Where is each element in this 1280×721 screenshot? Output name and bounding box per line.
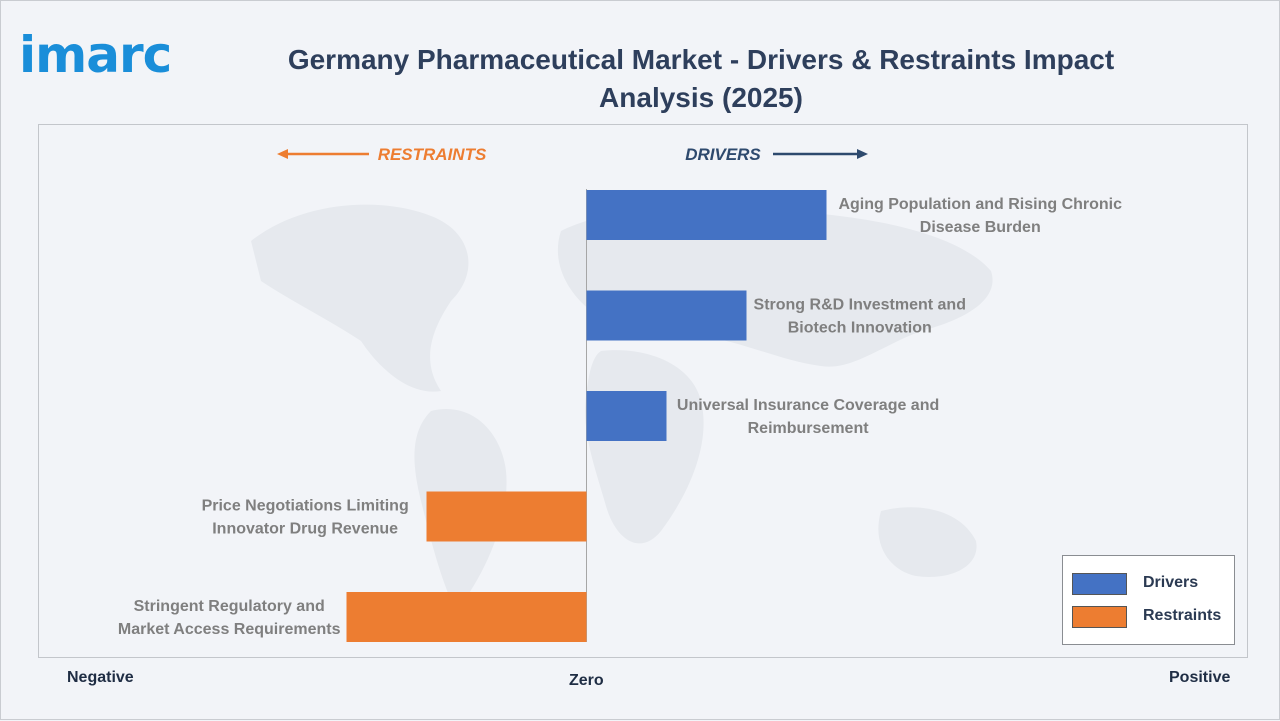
legend-swatch-drivers <box>1072 573 1127 595</box>
axis-negative-label: Negative <box>67 669 134 686</box>
bar-label-3-line-1: Universal Insurance Coverage and <box>677 397 939 414</box>
restraints-direction-label: RESTRAINTS <box>378 145 487 164</box>
drivers-direction-label: DRIVERS <box>685 145 761 164</box>
chart-title: Germany Pharmaceutical Market - Drivers … <box>287 44 1115 113</box>
drivers-direction-arrow <box>773 149 868 159</box>
bar-label-5-line-2: Market Access Requirements <box>118 621 341 638</box>
bar-label-4: Price Negotiations Limiting Innovator Dru… <box>202 498 409 538</box>
legend-label-drivers: Drivers <box>1143 574 1199 591</box>
bar-5-restraints <box>346 592 587 642</box>
bar-label-4-line-1: Price Negotiations Limiting <box>202 498 409 515</box>
legend-label-restraints: Restraints <box>1143 607 1222 624</box>
legend-swatch-restraints <box>1072 606 1127 628</box>
bar-1-drivers <box>586 190 827 240</box>
axis-positive-label: Positive <box>1169 669 1231 686</box>
bar-labels-group: Aging Population and Rising Chronic Disea… <box>118 196 1122 638</box>
bar-label-5-line-1: Stringent Regulatory and <box>134 598 325 615</box>
bar-label-2-line-2: Biotech Innovation <box>788 320 932 337</box>
bar-label-1-line-2: Disease Burden <box>920 219 1041 236</box>
bars-group <box>346 190 827 642</box>
bar-label-3-line-2: Reimbursement <box>748 420 870 437</box>
bar-label-2: Strong R&D Investment and Biotech Innovat… <box>754 297 966 337</box>
bar-4-restraints <box>426 491 587 542</box>
bar-2-drivers <box>586 290 747 341</box>
bar-3-drivers <box>586 391 667 441</box>
bar-label-2-line-1: Strong R&D Investment and <box>754 297 966 314</box>
bar-label-3: Universal Insurance Coverage and Reimburs… <box>677 397 939 437</box>
restraints-direction-arrow <box>277 149 369 159</box>
bar-label-4-line-2: Innovator Drug Revenue <box>212 521 398 538</box>
imarc-logo: imarc <box>19 26 172 84</box>
axis-zero-label: Zero <box>569 672 604 689</box>
bar-label-5: Stringent Regulatory and Market Access Re… <box>118 598 341 638</box>
chart-legend: Drivers Restraints <box>1062 555 1235 645</box>
bar-label-1: Aging Population and Rising Chronic Disea… <box>838 196 1122 236</box>
bar-label-1-line-1: Aging Population and Rising Chronic <box>838 196 1122 213</box>
